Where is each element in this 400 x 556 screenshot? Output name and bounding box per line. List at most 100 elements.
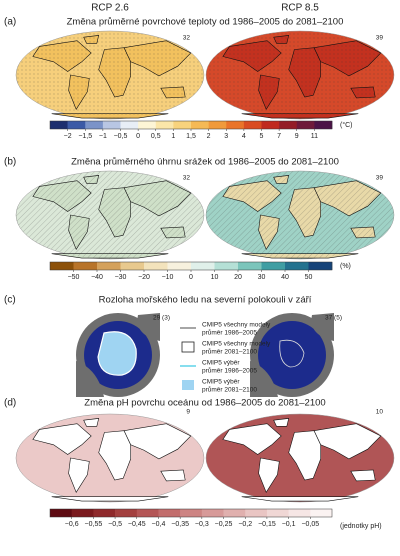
panel-title: Změna průměrné povrchové teploty od 1986… [67,17,344,28]
colorbar-segment [245,509,268,517]
legend-text: průměr 1986–2005 [202,367,257,375]
colorbar-segment [93,509,116,517]
colorbar-segment [208,121,227,129]
model-count: 9 [186,409,190,416]
colorbar-segment [155,121,174,129]
colorbar-label: 20 [234,274,242,281]
colorbar-label: −0,5 [114,133,128,140]
legend-text: CMIP5 všechny modely [202,341,271,348]
colorbar-segment [50,262,74,270]
colorbar-segment [158,509,181,517]
colorbar-label: 0 [189,274,193,281]
model-count: 29 (3) [153,315,170,322]
colorbar-label: −1,5 [78,133,92,140]
colorbar-label: 3 [224,133,228,140]
colorbar-label: −0,1 [282,521,296,528]
colorbar-label: 30 [258,274,266,281]
colorbar-segment [85,121,104,129]
map-overlay [206,31,394,119]
colorbar-label: −0,55 [85,521,103,528]
colorbar-label: −0,35 [171,521,189,528]
continent [83,418,100,427]
colorbar-label: −0,45 [128,521,146,528]
colorbar-label: 1 [171,133,175,140]
ice-extent [97,331,137,376]
colorbar-label: −1 [99,133,107,140]
colorbar-segment [191,121,209,129]
colorbar-label: 0 [136,133,140,140]
colorbar-label: −2 [64,133,72,140]
legend-text: CMIP5 výběr [202,360,240,367]
colorbar-segment [73,262,98,270]
model-count: 39 [376,35,384,42]
map-overlay [206,171,394,259]
colorbar-label: 1,5 [186,133,196,140]
colorbar-label: −0,05 [301,521,319,528]
land-mass [137,313,160,341]
colorbar-label: −50 [68,274,80,281]
colorbar-label: 2 [207,133,211,140]
colorbar-unit: (jednotky pH) [340,523,382,530]
colorbar-segment [102,121,121,129]
colorbar-segment [266,509,289,517]
land-mass [250,361,278,397]
model-count: 32 [183,35,191,42]
colorbar-label: −0,4 [152,521,166,528]
colorbar-label: 0,5 [151,133,161,140]
colorbar-segment [223,509,246,517]
colorbar-segment [173,121,192,129]
colorbar-segment [97,262,121,270]
legend-text: CMIP5 výběr [202,379,240,386]
colorbar-label: 40 [281,274,289,281]
colorbar-segment [50,121,68,129]
ice-extent [279,339,305,368]
colorbar-segment [167,262,192,270]
panel-title: Rozloha mořského ledu na severní polokou… [99,295,312,306]
colorbar-segment [201,509,224,517]
colorbar-label: 9 [295,133,299,140]
colorbar-unit: (%) [340,263,351,270]
colorbar-segment [243,121,262,129]
arctic-ocean [258,321,326,389]
colorbar-label: 4 [242,133,246,140]
colorbar-segment [214,262,239,270]
continent [241,496,359,502]
colorbar-label: −0,15 [258,521,276,528]
colorbar-segment [115,509,138,517]
legend-symbol [182,380,194,390]
colorbar-segment [136,509,159,517]
continent [160,469,186,482]
colorbar-segment [288,509,311,517]
continent [273,418,290,427]
column-header: RCP 2.6 [91,3,129,14]
colorbar-segment [191,262,215,270]
panel-label: (d) [4,398,16,409]
colorbar-segment [67,121,86,129]
legend-symbol [181,341,195,353]
continent [222,423,282,455]
colorbar-segment [50,509,72,517]
colorbar-segment [261,262,286,270]
legend-text: průměr 2081–2100 [202,386,257,394]
colorbar-segment [308,262,333,270]
colorbar-segment [310,509,333,517]
continent [32,423,92,455]
column-header: RCP 8.5 [281,3,319,14]
colorbar-label: −0,6 [65,521,79,528]
colorbar-segment [279,121,298,129]
continent [51,496,169,502]
colorbar-segment [180,509,203,517]
colorbar-segment [226,121,245,129]
colorbar-segment [296,121,315,129]
map-overlay [16,31,204,119]
legend-text: průměr 1986–2005 [202,329,257,337]
colorbar-frame [49,508,333,518]
colorbar-segment [261,121,280,129]
model-count: 32 [183,175,191,182]
model-count: 10 [376,409,384,416]
colorbar-label: −0,25 [215,521,233,528]
land-mass [311,313,334,341]
colorbar-label: −10 [162,274,174,281]
panel-label: (a) [4,17,16,28]
continent [68,457,90,493]
